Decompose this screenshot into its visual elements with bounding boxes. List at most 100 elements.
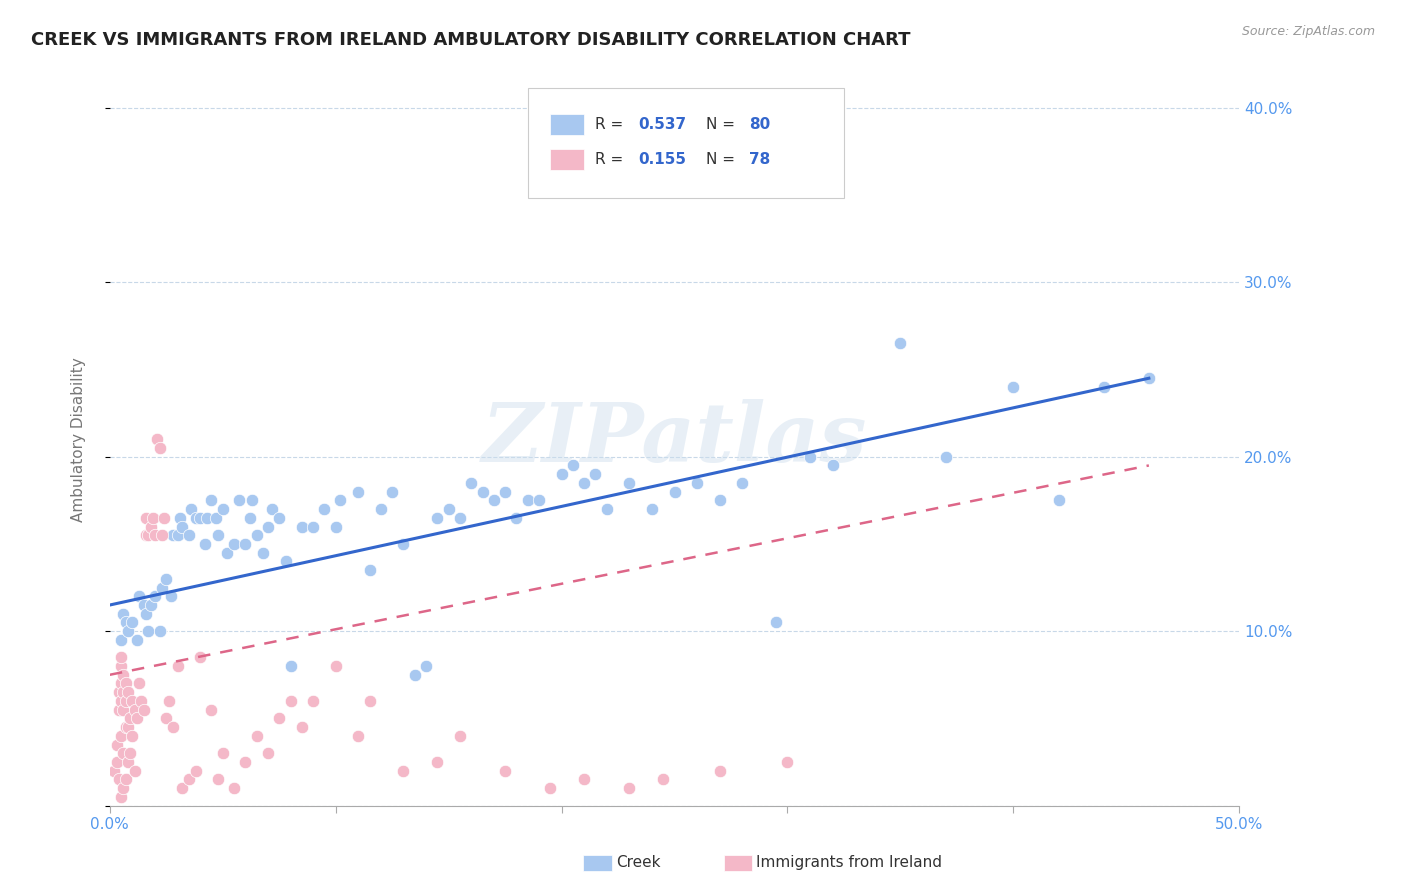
Point xyxy=(125,711,148,725)
Point xyxy=(117,720,139,734)
Point xyxy=(142,510,165,524)
Point xyxy=(117,624,139,639)
Point xyxy=(211,746,233,760)
Point xyxy=(235,755,257,769)
Point xyxy=(121,694,143,708)
Point xyxy=(110,632,132,647)
Point xyxy=(437,502,460,516)
Point xyxy=(664,484,686,499)
Point xyxy=(110,650,132,665)
Point xyxy=(709,764,731,778)
Point xyxy=(188,650,211,665)
Point xyxy=(765,615,787,630)
Point xyxy=(162,528,184,542)
Point xyxy=(177,528,200,542)
Point xyxy=(110,729,132,743)
Point xyxy=(172,519,194,533)
Point xyxy=(460,475,482,490)
Point xyxy=(112,607,135,621)
Point xyxy=(114,615,136,630)
Point xyxy=(686,475,709,490)
Point xyxy=(180,502,202,516)
Point xyxy=(184,510,207,524)
Point xyxy=(262,502,284,516)
Text: N =: N = xyxy=(706,152,740,167)
Text: 80: 80 xyxy=(749,117,770,132)
Point xyxy=(347,729,370,743)
Point xyxy=(415,659,437,673)
Point xyxy=(207,772,229,787)
Point xyxy=(112,685,135,699)
Point xyxy=(135,510,157,524)
Bar xyxy=(550,114,583,135)
Point xyxy=(505,510,527,524)
Point xyxy=(135,607,157,621)
Point xyxy=(257,519,280,533)
Text: R =: R = xyxy=(596,152,628,167)
Y-axis label: Ambulatory Disability: Ambulatory Disability xyxy=(72,357,86,522)
Point xyxy=(1137,371,1160,385)
Point xyxy=(596,502,619,516)
Point xyxy=(110,676,132,690)
Point xyxy=(150,528,173,542)
Point xyxy=(136,624,159,639)
Point xyxy=(132,598,155,612)
Point xyxy=(162,720,184,734)
Point xyxy=(132,703,155,717)
Point xyxy=(709,493,731,508)
Point xyxy=(112,746,135,760)
Point xyxy=(217,546,239,560)
Point xyxy=(280,694,302,708)
Point xyxy=(105,738,128,752)
Point xyxy=(169,510,191,524)
Text: Source: ZipAtlas.com: Source: ZipAtlas.com xyxy=(1241,25,1375,38)
Point xyxy=(148,624,170,639)
Point xyxy=(139,519,162,533)
Point xyxy=(471,484,494,499)
Point xyxy=(120,746,142,760)
Point xyxy=(619,475,641,490)
Text: 78: 78 xyxy=(749,152,770,167)
Point xyxy=(136,528,159,542)
Text: N =: N = xyxy=(706,117,740,132)
Point xyxy=(110,789,132,804)
Point xyxy=(121,729,143,743)
Point xyxy=(550,467,572,482)
Text: Immigrants from Ireland: Immigrants from Ireland xyxy=(756,855,942,870)
Point xyxy=(347,484,370,499)
Point xyxy=(166,659,188,673)
Point xyxy=(381,484,404,499)
Point xyxy=(314,502,336,516)
Point xyxy=(561,458,583,473)
Point xyxy=(222,537,245,551)
Point xyxy=(527,493,550,508)
Point xyxy=(325,519,347,533)
Point xyxy=(426,755,449,769)
Point xyxy=(160,589,183,603)
Point xyxy=(274,554,297,568)
Point xyxy=(205,510,228,524)
Point xyxy=(207,528,229,542)
Point xyxy=(269,510,291,524)
Point xyxy=(280,659,302,673)
Point xyxy=(619,781,641,796)
Point xyxy=(135,528,157,542)
Point xyxy=(108,703,131,717)
Point xyxy=(359,563,381,577)
Point xyxy=(114,676,136,690)
Point xyxy=(935,450,957,464)
Point xyxy=(155,572,177,586)
Text: Creek: Creek xyxy=(616,855,661,870)
Point xyxy=(124,703,146,717)
Point xyxy=(108,685,131,699)
Point xyxy=(585,467,607,482)
FancyBboxPatch shape xyxy=(527,87,844,197)
Point xyxy=(200,493,222,508)
Point xyxy=(799,450,821,464)
Text: CREEK VS IMMIGRANTS FROM IRELAND AMBULATORY DISABILITY CORRELATION CHART: CREEK VS IMMIGRANTS FROM IRELAND AMBULAT… xyxy=(31,31,911,49)
Point xyxy=(889,336,911,351)
Text: ZIPatlas: ZIPatlas xyxy=(482,400,868,479)
Point xyxy=(110,659,132,673)
Point xyxy=(240,493,263,508)
Point xyxy=(641,502,664,516)
